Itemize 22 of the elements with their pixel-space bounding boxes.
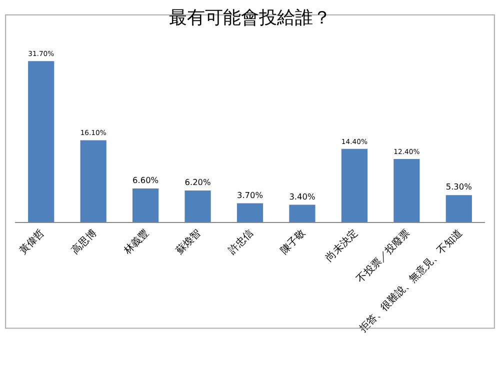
bar xyxy=(236,203,264,222)
bar xyxy=(132,188,159,222)
bar xyxy=(394,159,420,222)
data-label: 6.20% xyxy=(184,177,212,188)
data-label: 3.40% xyxy=(289,191,316,202)
x-tick-label: 高思博 xyxy=(69,227,99,257)
bar xyxy=(341,148,368,222)
x-tick-label: 陳子敬 xyxy=(278,227,308,257)
data-label: 3.70% xyxy=(236,190,264,200)
bar xyxy=(28,61,54,222)
data-label: 5.30% xyxy=(446,182,472,192)
x-tick-label: 尚未決定 xyxy=(323,227,360,264)
bar xyxy=(289,204,316,222)
bar xyxy=(184,190,211,222)
data-label: 6.60% xyxy=(132,175,159,186)
chart-title: 最有可能會投給誰？ xyxy=(169,8,331,29)
x-tick-label: 蘇煥智 xyxy=(174,227,204,257)
x-tick-label: 許忠信 xyxy=(226,227,256,257)
bar xyxy=(446,195,472,222)
bar xyxy=(80,140,106,222)
x-tick-label: 林義豐 xyxy=(120,227,152,258)
x-tick-label: 黃偉哲 xyxy=(17,227,47,257)
